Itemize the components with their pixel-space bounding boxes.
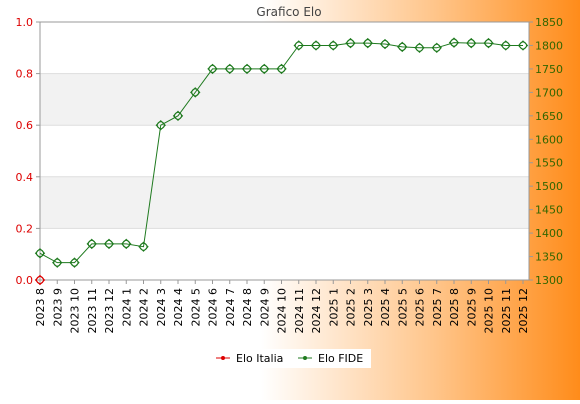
data-point (224, 63, 235, 75)
x-tick-label: 2024 9 (258, 288, 271, 327)
x-tick-label: 2024 11 (293, 288, 306, 334)
data-point (310, 40, 322, 51)
left-tick-label: 0.0 (16, 274, 34, 287)
plot-border (39, 21, 530, 281)
right-tick-label: 1700 (535, 86, 563, 99)
data-point (103, 238, 115, 250)
series-line-1 (39, 42, 523, 264)
x-tick-label: 2024 7 (224, 288, 237, 327)
left-tick-label: 0.4 (16, 171, 34, 184)
x-tick-label: 2024 4 (172, 288, 185, 327)
right-tick-label: 1500 (535, 180, 563, 193)
x-tick-label: 2025 6 (414, 288, 427, 327)
right-tick-label: 1300 (535, 274, 563, 287)
x-tick-label: 2025 7 (431, 288, 444, 327)
data-point (362, 37, 373, 49)
data-point (121, 238, 132, 250)
x-tick-label: 2024 6 (207, 288, 220, 327)
x-tick-label: 2024 5 (189, 288, 202, 327)
data-point (397, 41, 408, 53)
x-tick-label: 2023 10 (69, 288, 82, 334)
plot-band (40, 228, 529, 280)
x-tick-label: 2024 12 (310, 288, 323, 334)
data-point (138, 241, 149, 252)
data-point (500, 40, 511, 51)
data-point (259, 63, 270, 75)
legend-elo-fide-marker (303, 356, 307, 360)
x-tick-label: 2023 8 (34, 288, 47, 327)
right-tick-label: 1400 (535, 227, 563, 240)
data-point (155, 119, 166, 131)
x-tick-label: 2024 2 (138, 288, 151, 327)
legend-box (211, 349, 371, 368)
right-tick-label: 1450 (535, 204, 563, 217)
right-tick-label: 1550 (535, 157, 563, 170)
plot-band (40, 22, 529, 74)
right-tick-label: 1750 (535, 63, 563, 76)
plot-band (40, 176, 529, 229)
right-tick-label: 1650 (535, 110, 563, 123)
data-point (379, 38, 391, 50)
plot-band (40, 125, 529, 177)
data-point (34, 274, 46, 286)
left-tick-label: 0.6 (16, 119, 34, 132)
data-point (345, 37, 356, 49)
x-tick-label: 2023 11 (86, 288, 99, 334)
x-tick-label: 2025 3 (362, 288, 375, 327)
data-point (190, 87, 201, 98)
data-point (241, 63, 253, 75)
legend-elo-italia-marker (221, 356, 225, 360)
data-point (293, 40, 304, 51)
x-tick-label: 2025 8 (448, 288, 461, 327)
plot-band (40, 73, 529, 126)
data-point (52, 257, 63, 268)
x-tick-label: 2023 9 (51, 288, 64, 327)
x-tick-label: 2025 5 (396, 288, 409, 327)
right-tick-label: 1600 (535, 133, 563, 146)
data-point (466, 37, 477, 49)
data-point (517, 40, 529, 51)
left-tick-label: 1.0 (16, 16, 34, 29)
left-tick-label: 0.8 (16, 68, 34, 81)
x-tick-label: 2024 8 (241, 288, 254, 327)
legend: Elo Italia Elo FIDE (211, 349, 371, 368)
right-tick-label: 1850 (535, 16, 563, 29)
data-point (207, 63, 218, 75)
data-point (328, 40, 339, 51)
right-tick-label: 1800 (535, 39, 563, 52)
x-tick-label: 2023 12 (103, 288, 116, 334)
x-tick-label: 2025 10 (483, 288, 496, 334)
right-tick-label: 1350 (535, 251, 563, 264)
data-point (448, 37, 460, 48)
x-tick-label: 2024 3 (155, 288, 168, 327)
x-tick-label: 2025 9 (465, 288, 478, 327)
x-tick-label: 2025 12 (517, 288, 530, 334)
legend-elo-fide-label: Elo FIDE (318, 352, 363, 365)
x-tick-label: 2025 1 (327, 288, 340, 327)
data-point (483, 37, 494, 49)
legend-elo-italia-label: Elo Italia (236, 352, 283, 365)
data-point (69, 257, 80, 268)
data-point (86, 238, 97, 250)
left-tick-label: 0.2 (16, 222, 34, 235)
data-point (172, 110, 184, 122)
data-point (34, 248, 46, 259)
data-point (431, 42, 442, 54)
x-tick-label: 2025 4 (379, 288, 392, 327)
x-tick-label: 2025 11 (500, 288, 513, 334)
data-point (276, 63, 287, 75)
x-tick-label: 2024 1 (120, 288, 133, 327)
x-tick-label: 2024 10 (276, 288, 289, 334)
x-tick-label: 2025 2 (345, 288, 358, 327)
chart-title: Grafico Elo (256, 5, 321, 19)
data-point (414, 42, 425, 54)
